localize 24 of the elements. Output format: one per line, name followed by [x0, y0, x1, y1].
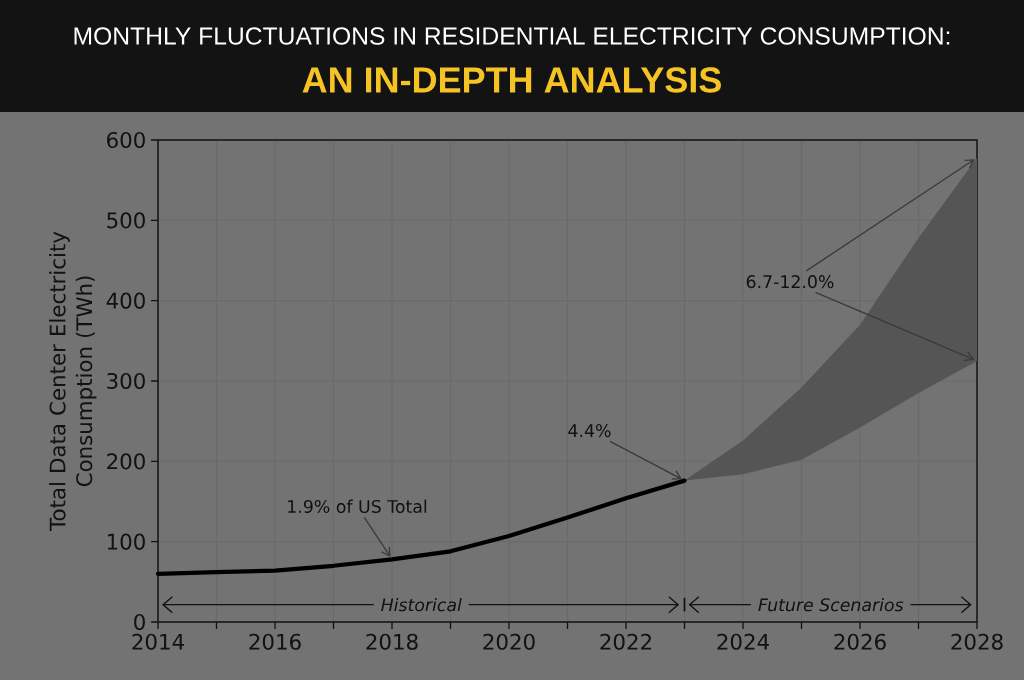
x-tick-label: 2020 [483, 633, 535, 650]
annotation: 6.7-12.0% [746, 275, 834, 289]
x-tick-label: 2024 [717, 633, 769, 650]
chart-subtitle: AN IN-DEPTH ANALYSIS [302, 67, 721, 93]
y-axis-title: Total Data Center Electricity Consumption (TWh) [49, 231, 97, 531]
x-tick-label: 2018 [366, 633, 418, 650]
annotation: 4.4% [568, 424, 611, 438]
y-tick-label: 300 [107, 372, 145, 390]
y-tick-label: 600 [107, 131, 145, 149]
y-tick-label: 200 [107, 453, 145, 470]
annotation: 1.9% of US Total [288, 499, 427, 514]
line-series [155, 478, 687, 576]
chart-title: MONTHLY FLUCTUATIONS IN RESIDENTIAL ELECTRICITY CONSUMPTION: [74, 27, 950, 45]
annotation: Future Scenarios [758, 597, 904, 612]
y-tick-label: 500 [107, 212, 145, 229]
annotation: Historical [381, 597, 462, 612]
x-tick-label: 2016 [249, 633, 301, 650]
y-tick-label: 0 [134, 613, 145, 631]
y-tick-label: 400 [106, 292, 145, 309]
x-tick-label: 2014 [132, 633, 184, 650]
x-tick-label: 2022 [600, 633, 651, 650]
x-tick-label: 2026 [834, 633, 886, 650]
y-tick-label: 100 [107, 533, 145, 550]
x-tick-label: 2028 [951, 633, 1003, 650]
